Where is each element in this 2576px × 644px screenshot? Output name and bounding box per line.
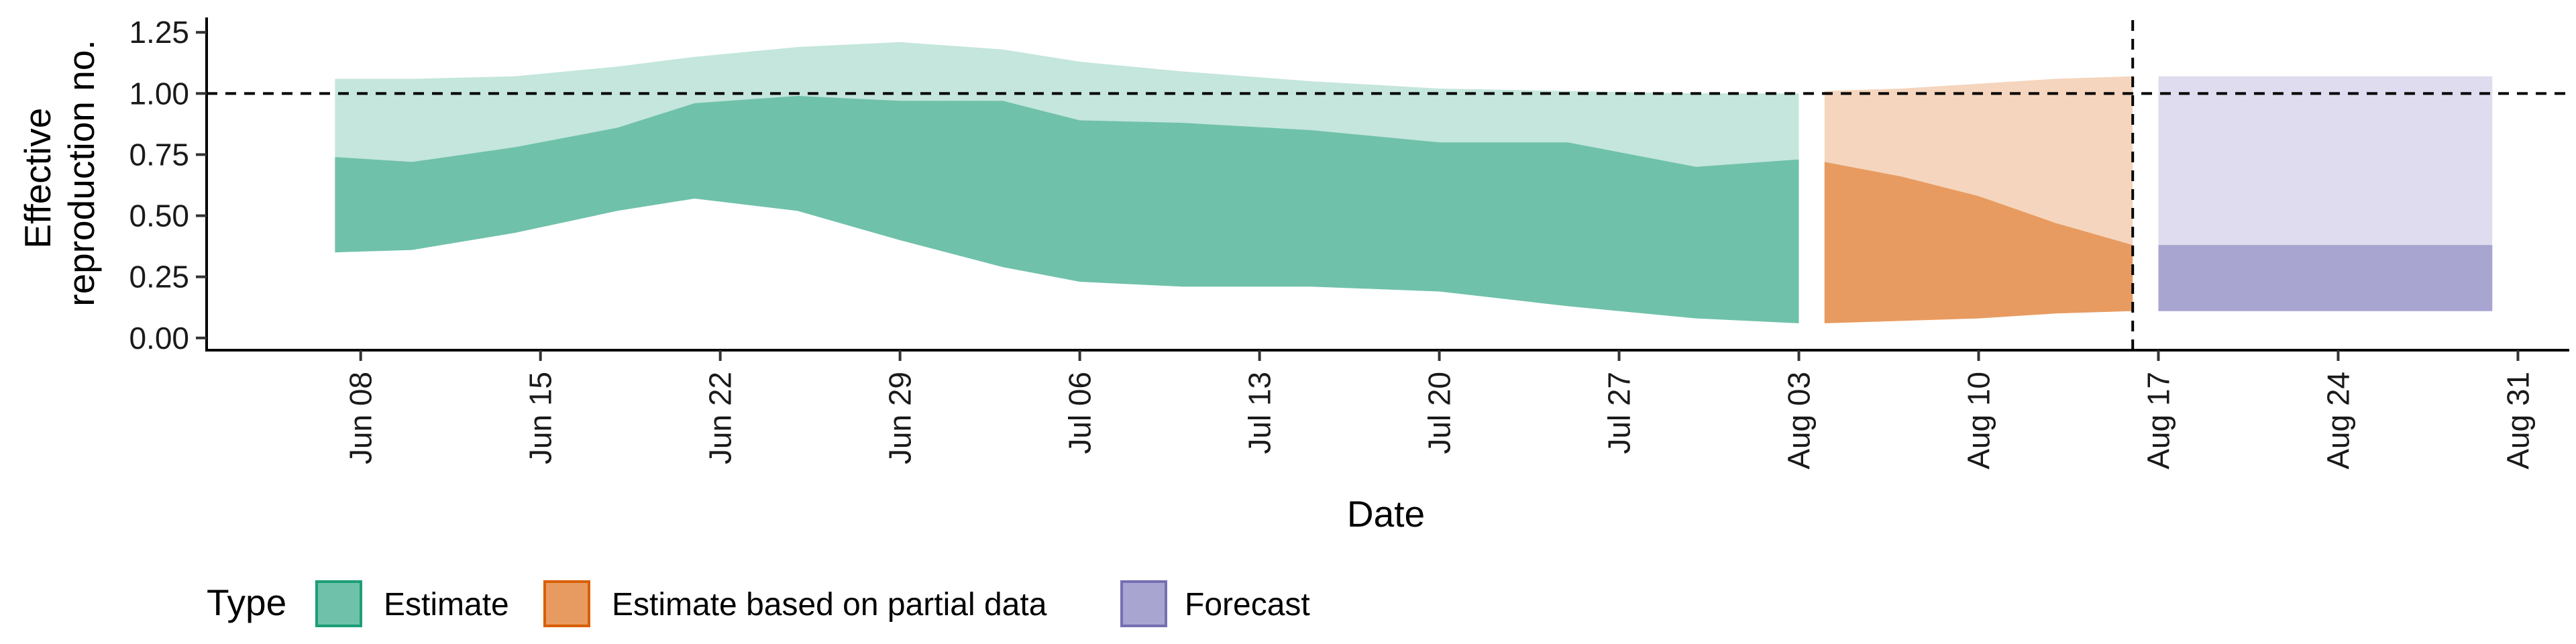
x-tick-label: Jul 20 [1422,372,1457,454]
legend-label-estimate: Estimate [384,587,509,623]
legend-title: Type [207,582,286,623]
axes [205,17,2569,352]
y-axis-title-line-2: reproduction no. [60,40,102,307]
y-axis-ticks: 0.00 0.25 0.50 0.75 1.00 1.25 [129,15,207,356]
x-tick-label: Jun 29 [883,372,918,464]
y-tick-label: 1.25 [129,15,189,50]
x-tick-label: Aug 31 [2500,372,2535,470]
x-tick-label: Jun 22 [703,372,738,464]
x-tick-label: Aug 03 [1782,372,1817,470]
legend-swatch-estimate [315,580,362,627]
y-axis-title-line-1: Effective [17,108,58,249]
x-tick-label: Jun 08 [343,372,378,464]
x-tick-label: Jun 15 [523,372,558,464]
legend-swatch-partial [543,580,590,627]
y-axis-title: Effective reproduction no. [17,40,102,307]
y-tick-label: 0.00 [129,321,189,356]
legend-swatch-forecast [1120,580,1167,627]
y-tick-label: 1.00 [129,76,189,111]
x-tick-label: Jul 06 [1063,372,1097,454]
x-tick-label: Aug 24 [2321,372,2356,470]
y-tick-label: 0.50 [129,199,189,233]
estimate-inner-band [335,96,1799,323]
x-tick-label: Aug 17 [2141,372,2176,470]
x-tick-label: Jul 27 [1602,372,1637,454]
y-tick-label: 0.75 [129,137,189,172]
x-axis-title: Date [1347,493,1425,535]
plot-bands [335,42,2493,323]
x-tick-label: Jul 13 [1242,372,1277,454]
legend-label-partial: Estimate based on partial data [612,587,1047,623]
estimate-based-on-partial-data-inner-band [1824,162,2133,323]
forecast-inner-band [2158,245,2493,311]
legend-label-forecast: Forecast [1185,587,1310,623]
y-tick-label: 0.25 [129,260,189,294]
legend: Type Estimate Estimate based on partial … [207,580,1310,627]
x-tick-label: Aug 10 [1962,372,1996,470]
x-axis-ticks: Jun 08 Jun 15 Jun 22 Jun 29 Jul 06 Jul 13 Jul … [343,350,2535,470]
